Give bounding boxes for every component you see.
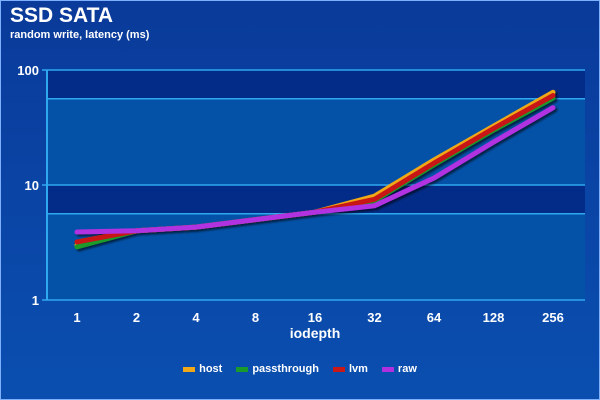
x-tick-label: 2: [133, 310, 140, 325]
x-tick-label: 32: [367, 310, 381, 325]
plot-band: [47, 185, 585, 214]
x-tick-label: 1: [73, 310, 80, 325]
x-tick-label: 64: [427, 310, 442, 325]
legend-swatch: [183, 366, 196, 372]
y-tick-label: 1: [32, 293, 39, 308]
legend-swatch: [236, 366, 249, 372]
y-tick-label: 10: [25, 178, 39, 193]
series-line-raw: [74, 105, 556, 235]
legend-label: raw: [397, 363, 417, 375]
x-tick-label: 8: [252, 310, 259, 325]
legend: host passthrough lvm raw: [0, 363, 600, 375]
legend-label: host: [199, 363, 223, 375]
legend-item-host: host: [183, 363, 222, 375]
legend-label: passthrough: [252, 363, 319, 375]
legend-label: lvm: [348, 363, 368, 375]
legend-swatch: [381, 366, 394, 372]
chart-subtitle: random write, latency (ms): [10, 29, 150, 41]
legend-item-passthrough: passthrough: [236, 363, 319, 375]
x-tick-label: 4: [192, 310, 200, 325]
x-tick-label: 256: [542, 310, 564, 325]
x-axis-title: iodepth: [290, 325, 341, 341]
legend-item-lvm: lvm: [332, 363, 368, 375]
x-tick-label: 16: [308, 310, 322, 325]
legend-swatch: [332, 366, 345, 372]
plot-band: [47, 70, 585, 99]
y-tick-label: 100: [17, 63, 39, 78]
chart-title: SSD SATA: [10, 4, 114, 27]
legend-item-raw: raw: [381, 363, 417, 375]
x-tick-label: 128: [483, 310, 505, 325]
